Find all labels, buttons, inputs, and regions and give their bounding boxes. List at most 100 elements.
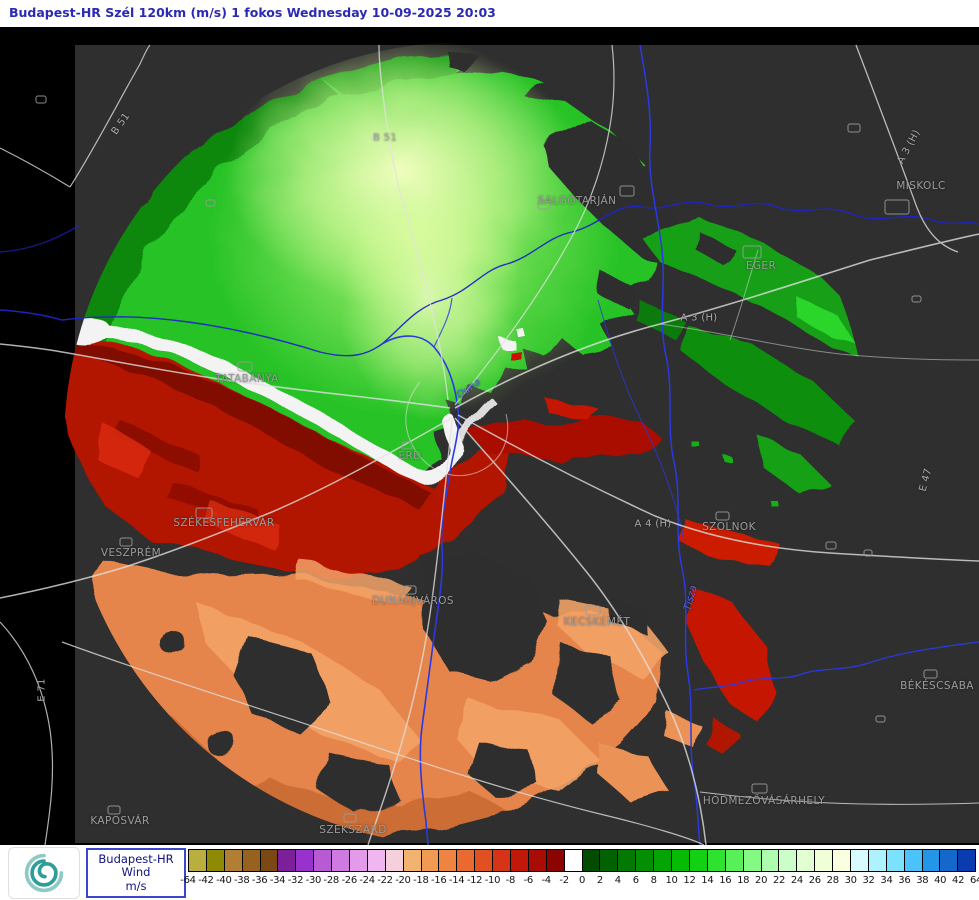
scale-box xyxy=(706,849,726,872)
legend-product: Wind xyxy=(121,865,151,880)
scale-tick-label: 16 xyxy=(719,875,732,886)
scale-tick-label: -14 xyxy=(448,875,465,886)
scale-box xyxy=(778,849,798,872)
scale-box xyxy=(223,849,243,872)
scale-box xyxy=(688,849,708,872)
scale-tick-label: -22 xyxy=(377,875,393,886)
map-rivers xyxy=(381,44,979,845)
scale-tick-label: 38 xyxy=(916,875,929,886)
scale-tick-label: 6 xyxy=(632,875,639,886)
scale-tick-label: -64 xyxy=(180,875,196,886)
scale-tick-label: -10 xyxy=(484,875,501,886)
scale-tick-label: -6 xyxy=(523,875,534,886)
scale-tick-label: 12 xyxy=(683,875,696,886)
radar-map xyxy=(0,27,979,845)
scale-box xyxy=(241,849,261,872)
scale-box xyxy=(939,849,959,872)
scale-box xyxy=(259,849,279,872)
map-borders xyxy=(0,201,979,357)
legend-unit: m/s xyxy=(125,878,147,893)
scale-box xyxy=(599,849,619,872)
scale-tick-label: 30 xyxy=(844,875,857,886)
scale-box xyxy=(903,849,923,872)
scale-box xyxy=(760,849,780,872)
scale-tick-label: -8 xyxy=(505,875,516,886)
scale-boxes xyxy=(188,849,977,872)
scale-tick-label: -32 xyxy=(287,875,304,886)
scale-box xyxy=(957,849,977,872)
scale-tick-label: -42 xyxy=(198,875,214,886)
scale-box xyxy=(849,849,869,872)
scale-tick-label: -2 xyxy=(559,875,569,886)
scale-tick-label: 18 xyxy=(737,875,750,886)
scale-box xyxy=(349,849,368,872)
scale-tick-label: -30 xyxy=(305,875,322,886)
scale-tick-label: 14 xyxy=(701,875,714,886)
map-roads xyxy=(0,44,979,845)
scale-box xyxy=(205,849,225,872)
scale-tick-label: -18 xyxy=(413,875,429,886)
scale-tick-label: 20 xyxy=(755,875,768,886)
scale-box xyxy=(384,849,404,872)
legend-info-box: Budapest-HR Wind m/s xyxy=(86,848,186,898)
town-outline-markers xyxy=(35,95,938,823)
scale-tick-label: -38 xyxy=(234,875,250,886)
scale-tick-label: 28 xyxy=(826,875,839,886)
scale-tick-label: 22 xyxy=(772,875,786,886)
scale-box xyxy=(527,849,547,872)
scale-tick-label: 8 xyxy=(650,875,657,886)
page-title: Budapest-HR Szél 120km (m/s) 1 fokos Wed… xyxy=(9,5,496,20)
scale-tick-label: 36 xyxy=(898,875,911,886)
scale-box xyxy=(545,849,565,872)
scale-tick-label: -36 xyxy=(251,875,268,886)
scale-box xyxy=(331,849,351,872)
scale-box xyxy=(295,849,315,872)
scale-box xyxy=(671,849,690,872)
scale-tick-label: 4 xyxy=(614,875,621,886)
legend-station: Budapest-HR xyxy=(98,852,174,867)
scale-box xyxy=(420,849,440,872)
scale-box xyxy=(581,849,601,872)
scale-tick-label: 64 xyxy=(969,875,979,886)
scale-tick-label: 42 xyxy=(952,875,965,886)
scale-box xyxy=(456,849,476,872)
scale-box xyxy=(742,849,762,872)
scale-tick-label: 32 xyxy=(862,875,875,886)
scale-tick-label: -26 xyxy=(341,875,357,886)
scale-box xyxy=(438,849,458,872)
scale-box xyxy=(510,849,529,872)
scale-box xyxy=(617,849,637,872)
color-scale: -64 -42 -40 -38 -36 -34 -32 -30 -28 -26 -24 -22 -20-… xyxy=(180,849,979,895)
header-bar: Budapest-HR Szél 120km (m/s) 1 fokos Wed… xyxy=(0,0,979,27)
scale-box xyxy=(814,849,834,872)
scale-box xyxy=(313,849,333,872)
scale-box xyxy=(724,849,744,872)
scale-tick-label: 26 xyxy=(808,875,821,886)
scale-box xyxy=(474,849,494,872)
scale-tick-label: -40 xyxy=(216,875,232,886)
scale-box xyxy=(832,849,851,872)
scale-tick-label: 34 xyxy=(880,875,893,886)
scale-box xyxy=(277,849,297,872)
scale-tick-label: -34 xyxy=(269,875,286,886)
scale-tick-label: -12 xyxy=(466,875,483,886)
radar-logo xyxy=(8,847,80,899)
scale-box xyxy=(402,849,422,872)
scale-box xyxy=(366,849,386,872)
scale-tick-label: 10 xyxy=(665,875,678,886)
scale-tick-label: -16 xyxy=(431,875,447,886)
radar-canvas xyxy=(0,42,979,845)
scale-tick-label: 24 xyxy=(790,875,803,886)
scale-box xyxy=(188,849,207,872)
scale-box xyxy=(563,849,583,872)
legend-bar: Budapest-HR Wind m/s -64 -42 -40 -38 -36 -34-… xyxy=(0,845,979,900)
scale-tick-label: -20 xyxy=(395,875,411,886)
scale-box xyxy=(492,849,512,872)
scale-box xyxy=(635,849,655,872)
scale-tick-labels: -64 -42 -40 -38 -36 -34 -32 -30 -28 -26 -24 -22 -20-… xyxy=(180,872,979,890)
scale-tick-label: 40 xyxy=(934,875,947,886)
scale-box xyxy=(921,849,941,872)
cyclone-spiral-icon xyxy=(24,853,64,893)
scale-tick-label: -24 xyxy=(359,875,375,886)
scale-box xyxy=(653,849,673,872)
